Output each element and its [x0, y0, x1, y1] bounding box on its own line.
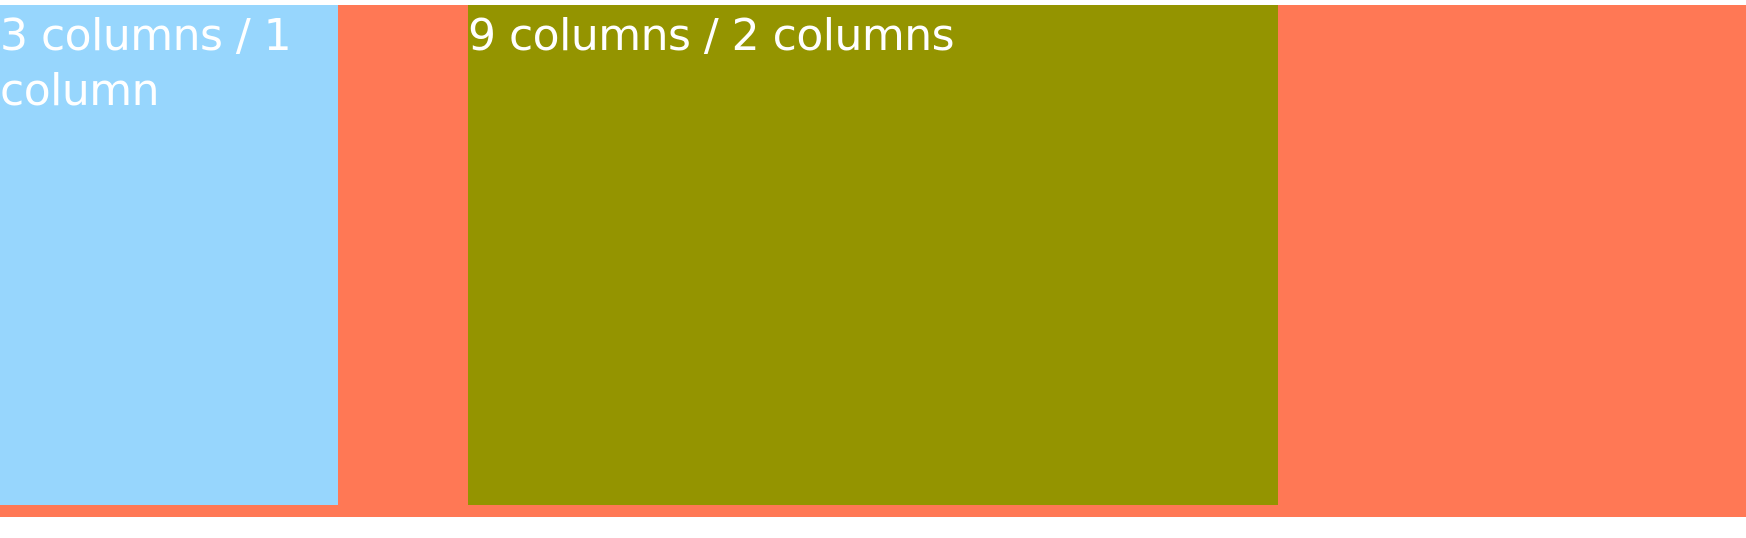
grid-container: 3 columns / 1 column 9 columns / 2 colum… — [0, 5, 1746, 517]
grid-cell-9-columns: 9 columns / 2 columns — [468, 5, 1278, 505]
grid-cell-3-columns: 3 columns / 1 column — [0, 5, 338, 505]
grid-cell-label: 9 columns / 2 columns — [468, 10, 955, 61]
grid-cell-label: 3 columns / 1 column — [0, 10, 292, 116]
